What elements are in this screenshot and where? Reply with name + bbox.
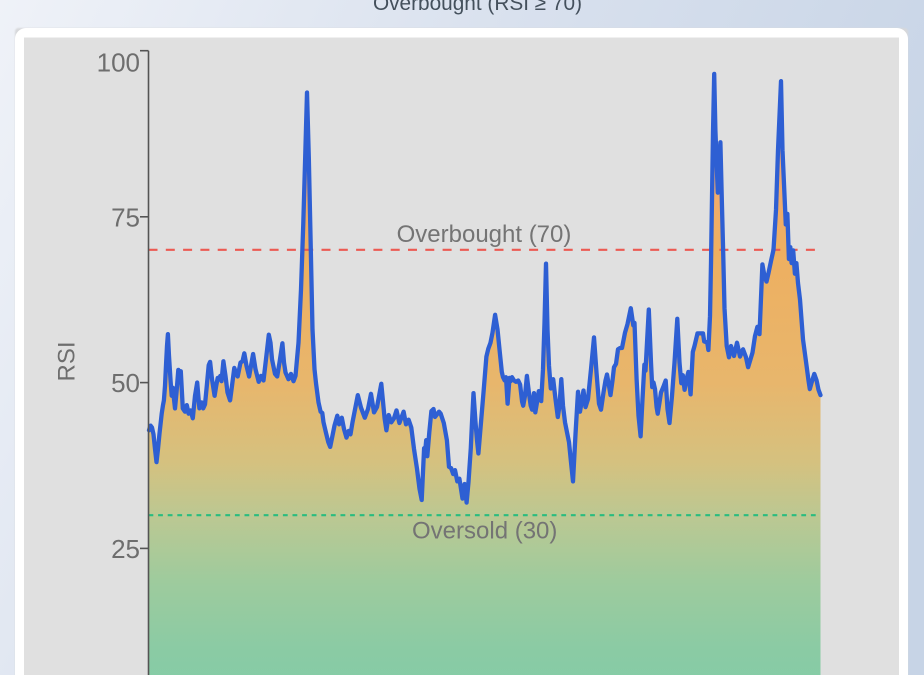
svg-text:75: 75 bbox=[111, 202, 140, 232]
svg-text:Oversold (30): Oversold (30) bbox=[412, 518, 557, 545]
svg-text:50: 50 bbox=[111, 368, 140, 398]
svg-text:Overbought (70): Overbought (70) bbox=[397, 221, 572, 248]
svg-text:Overbought (RSI ≥ 70): Overbought (RSI ≥ 70) bbox=[373, 0, 582, 15]
svg-text:100: 100 bbox=[97, 47, 140, 77]
svg-text:25: 25 bbox=[111, 534, 140, 564]
svg-text:RSI: RSI bbox=[54, 341, 81, 381]
